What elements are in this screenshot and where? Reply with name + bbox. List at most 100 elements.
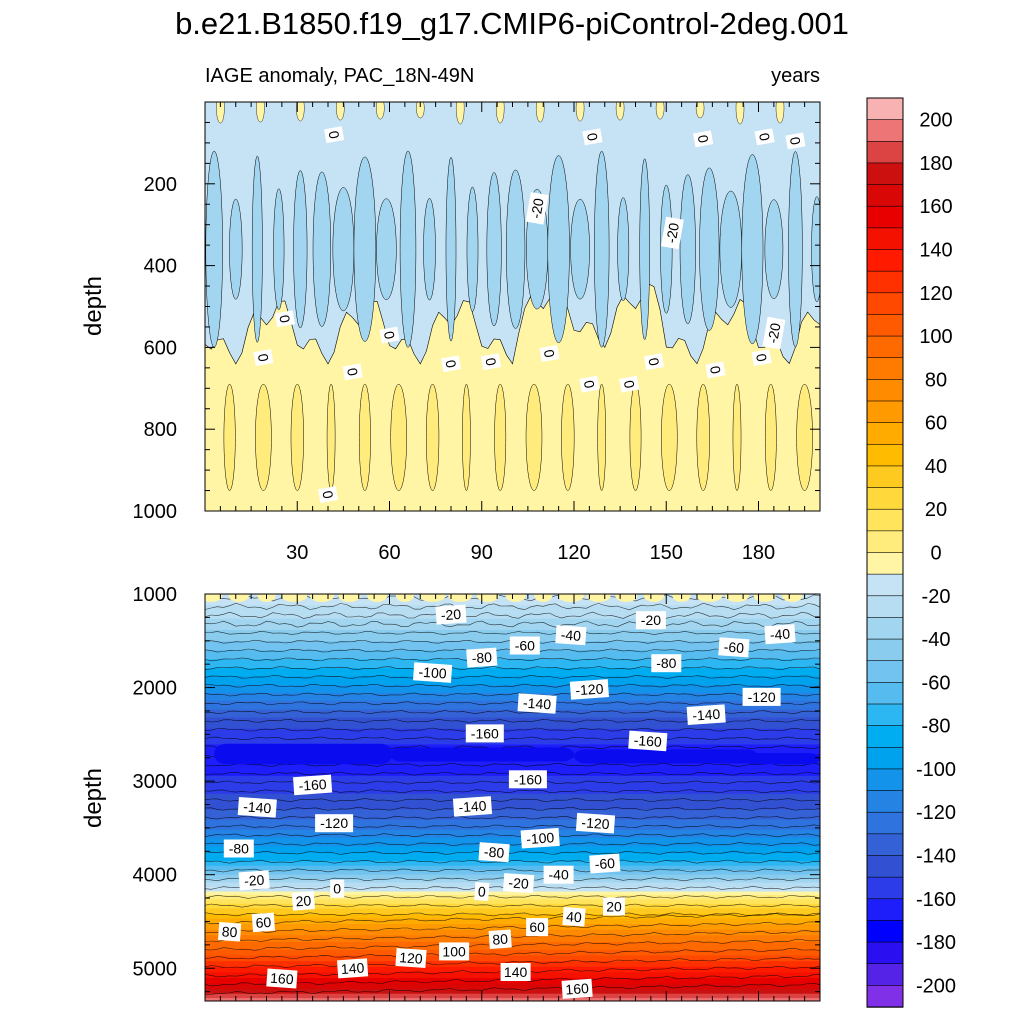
lower-surface-patch <box>228 594 249 602</box>
upper-negative-blob <box>660 184 673 314</box>
lower-band <box>205 860 820 862</box>
lower-contour-label: -80 <box>223 839 254 858</box>
lower-contour-label-box <box>764 624 796 645</box>
lower-contour-label-text: -140 <box>523 695 552 713</box>
lower-band <box>205 948 820 951</box>
upper-negative-blob <box>699 167 720 331</box>
lower-contour-label: 160 <box>561 978 593 999</box>
lower-band <box>205 693 820 696</box>
lower-contour-label-box <box>251 912 276 933</box>
lower-contour-label-text: -120 <box>575 680 604 698</box>
lower-band <box>205 713 820 715</box>
lower-band <box>205 658 820 660</box>
lower-y-tick-label: 5000 <box>133 958 178 980</box>
lower-band <box>205 826 820 829</box>
lower-band <box>205 811 820 814</box>
upper-positive-blob <box>696 383 710 491</box>
colorbar-swatch <box>866 162 904 186</box>
upper-x-tick-label: 180 <box>742 542 775 564</box>
lower-band <box>205 938 820 941</box>
lower-contour-label-box <box>509 636 540 655</box>
lower-contour-label-text: 20 <box>295 892 312 909</box>
lower-band <box>205 716 820 719</box>
lower-band <box>205 727 820 730</box>
upper-x-tick-label: 90 <box>471 542 493 564</box>
lower-band <box>205 672 820 675</box>
colorbar-swatch <box>866 530 904 554</box>
colorbar-swatch <box>866 855 904 878</box>
lower-contour-label: -160 <box>508 770 547 789</box>
lower-band <box>205 737 820 740</box>
lower-band <box>205 920 820 923</box>
lower-band <box>205 893 820 896</box>
upper-positive-blob <box>629 383 642 491</box>
lower-band <box>205 673 820 676</box>
colorbar-swatch <box>866 379 904 402</box>
upper-negative-blob <box>205 150 223 348</box>
upper-negative-blob <box>466 186 479 312</box>
lower-band <box>205 742 820 744</box>
lower-contour-label-box <box>465 724 504 743</box>
upper-negative-blob <box>788 151 803 348</box>
lower-band <box>205 681 820 684</box>
lower-contour-line <box>205 675 820 679</box>
lower-band <box>205 626 820 629</box>
lower-contour-label-text: 40 <box>566 908 583 925</box>
lower-band <box>205 689 820 692</box>
colorbar-swatch <box>866 249 904 272</box>
lower-contour-label-box <box>589 853 621 874</box>
colorbar-swatch <box>866 119 904 142</box>
lower-band <box>205 960 820 962</box>
lower-band <box>205 824 820 826</box>
upper-negative-blob <box>423 198 436 301</box>
lower-band <box>205 863 820 866</box>
lower-contour-label-text: -140 <box>243 798 272 816</box>
colorbar-label: -60 <box>922 672 951 694</box>
lower-contour-label-box <box>330 879 345 898</box>
lower-contour-label-box <box>237 796 277 818</box>
lower-surface-patch <box>448 594 473 602</box>
lower-band <box>205 723 820 725</box>
upper-contour-label-box <box>317 486 339 504</box>
lower-band <box>205 943 820 945</box>
upper-surface-blob <box>655 102 665 120</box>
lower-band <box>205 956 820 959</box>
upper-x-tick-label: 150 <box>650 542 683 564</box>
upper-y-tick-label: 800 <box>144 419 177 441</box>
lower-band <box>205 809 820 812</box>
lower-band <box>205 671 820 674</box>
lower-band <box>205 633 820 636</box>
lower-contour-label: -40 <box>555 625 587 646</box>
lower-band <box>205 602 820 605</box>
lower-band <box>205 989 820 991</box>
lower-band <box>205 662 820 665</box>
colorbar-label: -120 <box>916 802 956 824</box>
lower-contour-line <box>205 611 820 619</box>
lower-core-patch <box>389 747 574 762</box>
lower-band <box>205 838 820 841</box>
lower-band <box>205 954 820 957</box>
lower-band <box>205 990 820 993</box>
lower-contour-label-box <box>439 942 470 961</box>
lower-band <box>205 986 820 989</box>
lower-contour-line <box>205 833 820 838</box>
lower-surface-patch <box>281 594 308 602</box>
lower-contour-label: -40 <box>764 624 796 645</box>
lower-band <box>205 891 820 894</box>
upper-surface-blob <box>216 102 225 124</box>
colorbar-label: -80 <box>922 716 951 738</box>
lower-band <box>205 857 820 860</box>
lower-contour-label: -80 <box>478 842 510 863</box>
lower-contour-label-text: -160 <box>471 725 499 741</box>
lower-band <box>205 631 820 633</box>
lower-contour-label: 0 <box>330 879 345 898</box>
colorbar-swatch <box>866 400 904 424</box>
colorbar: 200180160140120100806040200-20-40-60-80-… <box>866 97 956 1008</box>
upper-contour-label-box <box>440 355 462 373</box>
lower-surface-patch <box>696 594 723 602</box>
upper-contour-label: 0 <box>582 128 603 146</box>
lower-band <box>205 931 820 934</box>
lower-contour-label-box <box>474 882 490 901</box>
lower-band <box>205 927 820 930</box>
lower-band <box>205 913 820 916</box>
